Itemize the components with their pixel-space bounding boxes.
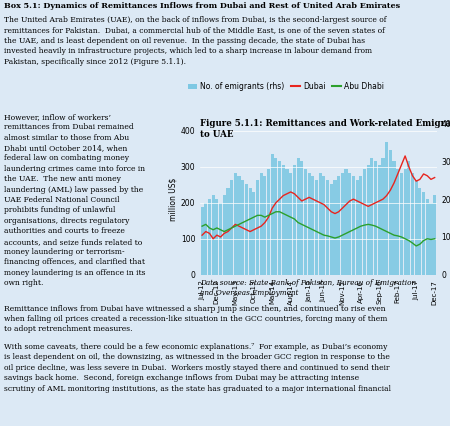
Bar — [212, 196, 215, 275]
Text: With some caveats, there could be a few economic explanations.⁷  For example, as: With some caveats, there could be a few … — [4, 343, 392, 392]
Text: Remittance inflows from Dubai have witnessed a sharp jump since then, and contin: Remittance inflows from Dubai have witne… — [4, 305, 388, 334]
Bar — [330, 184, 333, 275]
Bar — [304, 169, 307, 275]
Bar — [433, 196, 436, 275]
Bar — [300, 161, 303, 275]
Bar — [293, 165, 296, 275]
Bar — [385, 142, 388, 275]
Bar — [370, 158, 373, 275]
Bar — [337, 176, 340, 275]
Bar — [404, 169, 407, 275]
Text: However, inflow of workers’
remittances from Dubai remained
almost similar to th: However, inflow of workers’ remittances … — [4, 113, 146, 287]
Bar — [219, 203, 222, 275]
Bar — [226, 188, 230, 275]
Bar — [422, 192, 425, 275]
Text: Data source: State Bank of Pakistan, Bureau of Emigration
and Overseas Employmen: Data source: State Bank of Pakistan, Bur… — [200, 279, 416, 297]
Bar — [270, 154, 274, 275]
Bar — [345, 169, 348, 275]
Bar — [389, 150, 392, 275]
Bar — [308, 173, 310, 275]
Bar — [400, 173, 403, 275]
Bar — [278, 161, 281, 275]
Bar — [326, 180, 329, 275]
Bar — [341, 173, 344, 275]
Bar — [289, 173, 292, 275]
Bar — [426, 199, 429, 275]
Bar — [223, 196, 226, 275]
Bar — [241, 180, 244, 275]
Bar — [319, 173, 322, 275]
Text: Box 5.1: Dynamics of Remittances Inflows from Dubai and Rest of United Arab Emir: Box 5.1: Dynamics of Remittances Inflows… — [4, 2, 400, 10]
Bar — [315, 180, 318, 275]
Bar — [248, 188, 252, 275]
Bar — [311, 176, 315, 275]
Bar — [256, 180, 259, 275]
Bar — [396, 169, 399, 275]
Bar — [267, 169, 270, 275]
Bar — [234, 173, 237, 275]
Bar — [414, 180, 418, 275]
Bar — [260, 173, 263, 275]
Bar — [208, 199, 211, 275]
Bar — [411, 173, 414, 275]
Bar — [297, 158, 300, 275]
Text: The United Arab Emirates (UAE), on the back of inflows from Dubai, is the second: The United Arab Emirates (UAE), on the b… — [4, 16, 387, 66]
Bar — [407, 161, 410, 275]
Bar — [238, 176, 241, 275]
Bar — [333, 180, 337, 275]
Y-axis label: million US$: million US$ — [169, 178, 178, 221]
Bar — [245, 184, 248, 275]
Bar — [215, 199, 218, 275]
Bar — [392, 161, 396, 275]
Bar — [378, 165, 381, 275]
Bar — [282, 165, 285, 275]
Bar — [356, 180, 359, 275]
Bar — [363, 169, 366, 275]
Bar — [352, 176, 355, 275]
Bar — [359, 176, 362, 275]
Bar — [429, 203, 432, 275]
Bar — [367, 165, 370, 275]
Bar — [285, 169, 288, 275]
Bar — [382, 158, 385, 275]
Bar — [204, 203, 207, 275]
Bar — [374, 161, 377, 275]
Bar — [252, 192, 255, 275]
Legend: No. of emigrants (rhs), Dubai, Abu Dhabi: No. of emigrants (rhs), Dubai, Abu Dhabi — [185, 79, 387, 94]
Bar — [263, 176, 266, 275]
Bar — [230, 180, 233, 275]
Text: Figure 5.1.1: Remittances and Work-related Emigration
to UAE: Figure 5.1.1: Remittances and Work-relat… — [200, 119, 450, 139]
Bar — [418, 188, 422, 275]
Bar — [348, 173, 351, 275]
Bar — [201, 207, 204, 275]
Bar — [274, 158, 278, 275]
Bar — [322, 176, 325, 275]
